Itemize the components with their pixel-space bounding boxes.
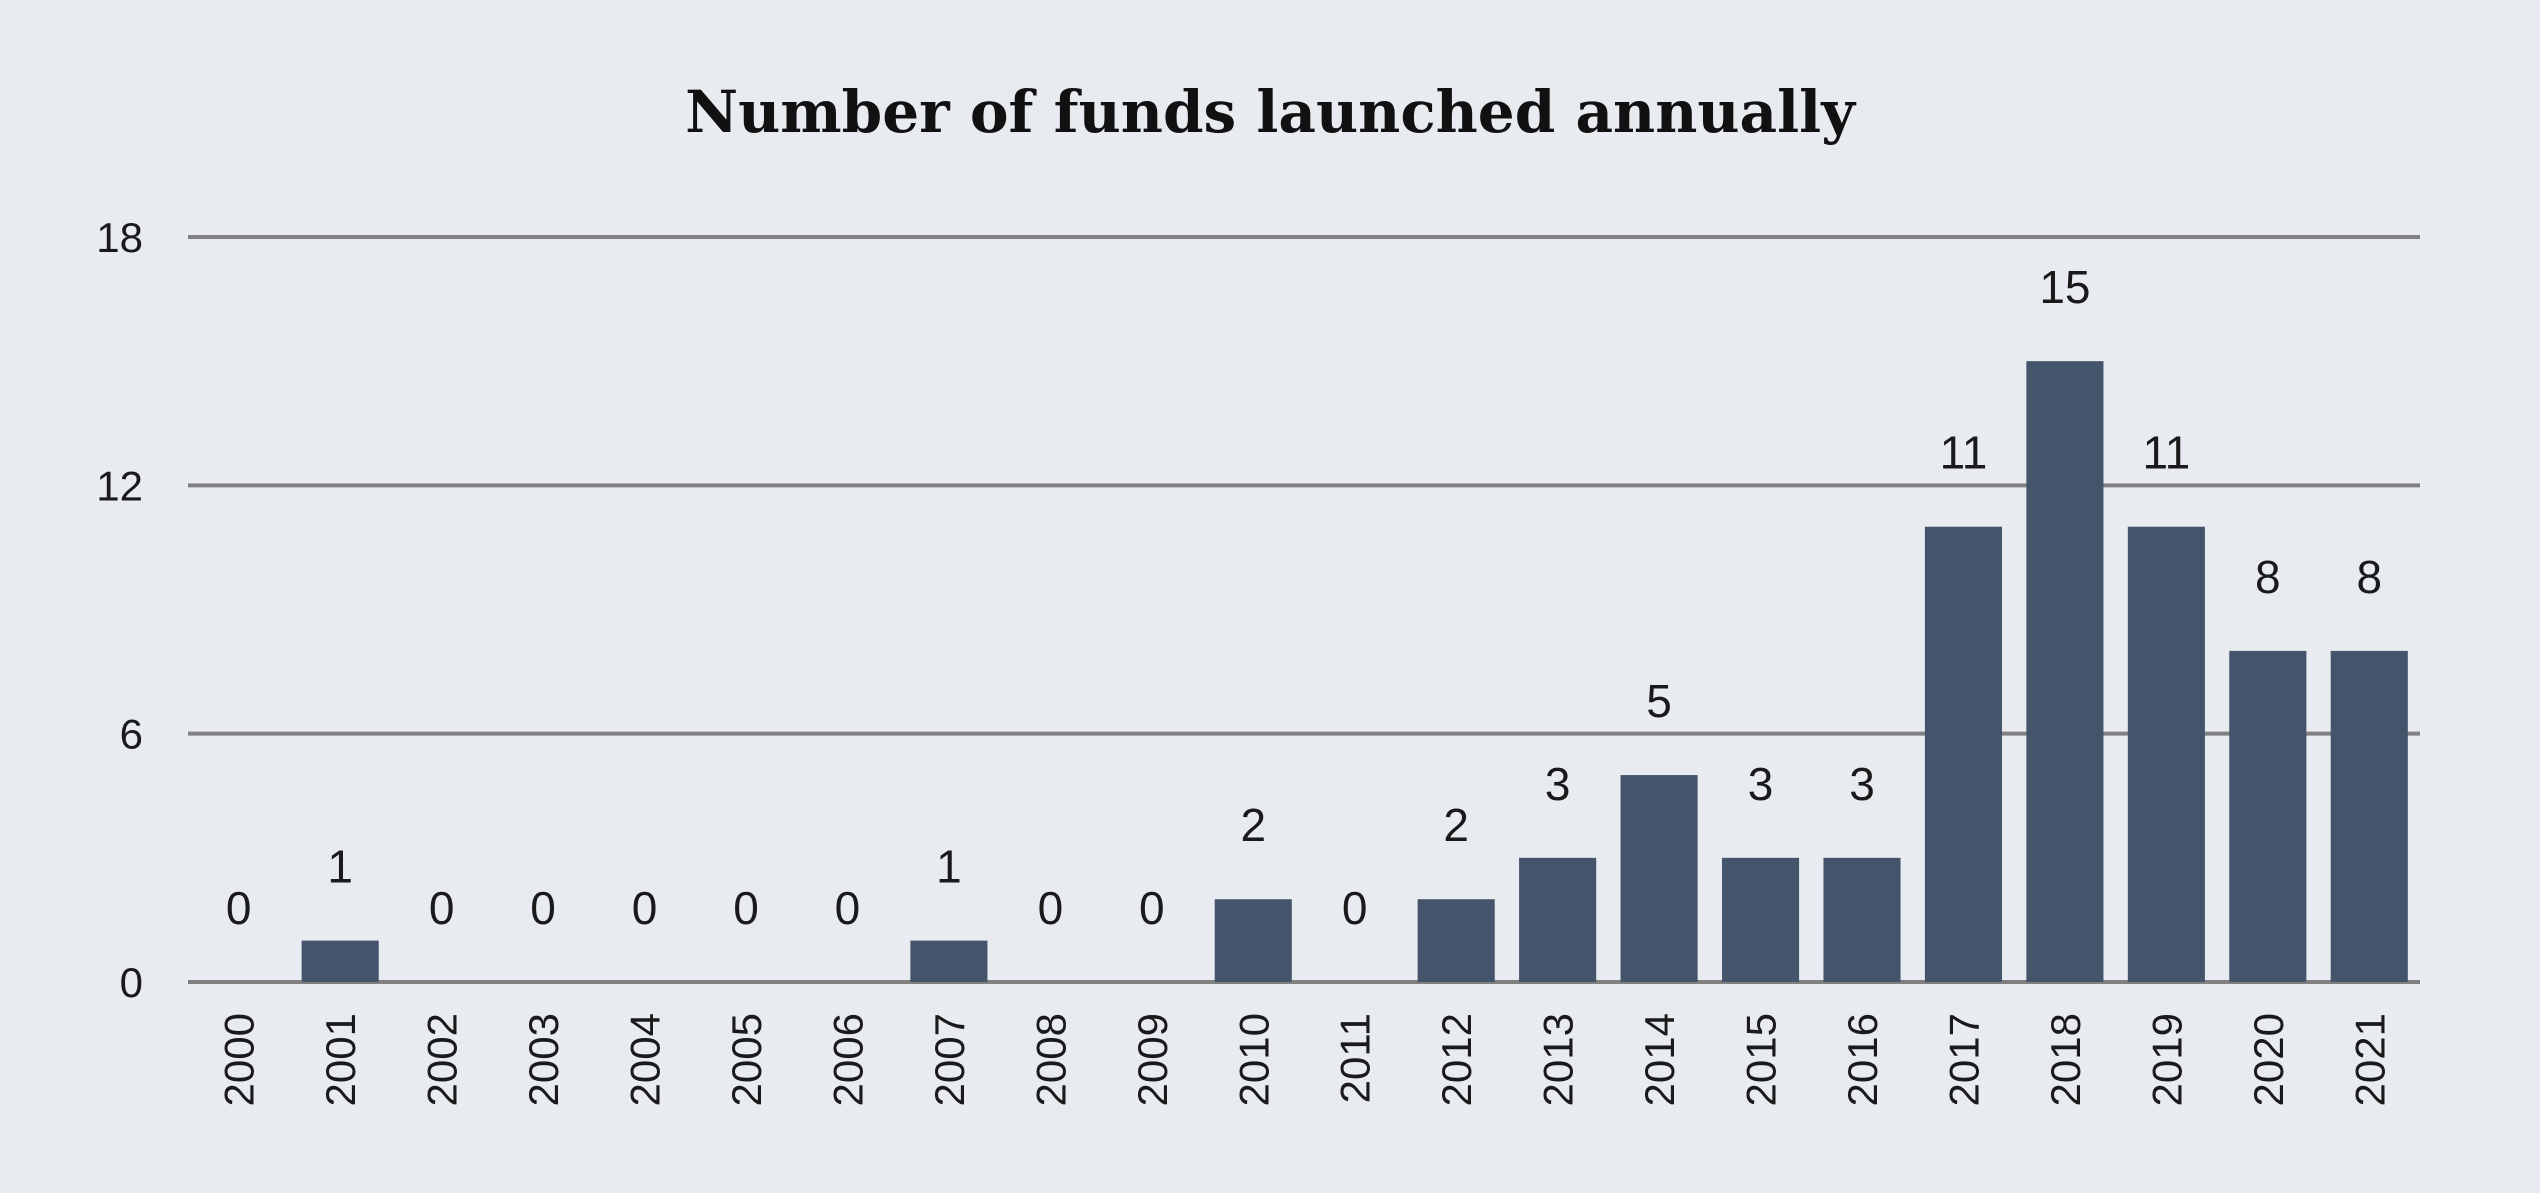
x-tick-label-2007: 2007 — [926, 1013, 973, 1106]
x-tick-label-2008: 2008 — [1027, 1013, 1074, 1106]
y-tick-label: 6 — [120, 711, 143, 758]
x-tick-label-2013: 2013 — [1535, 1013, 1582, 1106]
x-tick-label-2003: 2003 — [520, 1013, 567, 1106]
x-tick-label-2012: 2012 — [1433, 1013, 1480, 1106]
x-tick-label-2010: 2010 — [1230, 1013, 1277, 1106]
bar-2018 — [2026, 361, 2104, 983]
y-tick-label: 0 — [120, 959, 143, 1006]
data-label-2006: 0 — [835, 882, 861, 934]
bar-2007 — [910, 940, 988, 982]
bar-2019 — [2127, 526, 2205, 982]
x-tick-label-2017: 2017 — [1940, 1013, 1987, 1106]
x-tick-label-2018: 2018 — [2042, 1013, 2089, 1106]
data-label-2015: 3 — [1748, 758, 1774, 810]
data-label-2020: 8 — [2255, 551, 2281, 603]
x-tick-label-2019: 2019 — [2143, 1013, 2190, 1106]
x-tick-label-2002: 2002 — [419, 1013, 466, 1106]
bar-2013 — [1519, 857, 1597, 982]
x-tick-label-2011: 2011 — [1332, 1013, 1379, 1103]
data-label-2019: 11 — [2142, 427, 2190, 479]
data-label-2000: 0 — [226, 882, 252, 934]
x-tick-label-2014: 2014 — [1636, 1013, 1683, 1106]
x-tick-label-2001: 2001 — [317, 1013, 364, 1106]
y-tick-label: 18 — [96, 214, 143, 261]
data-label-2013: 3 — [1545, 758, 1571, 810]
data-label-2018: 15 — [2039, 261, 2090, 313]
bar-2014 — [1620, 775, 1698, 982]
bar-2020 — [2229, 650, 2307, 982]
data-label-2007: 1 — [936, 841, 962, 893]
data-label-2004: 0 — [632, 882, 658, 934]
bar-2001 — [301, 940, 379, 982]
x-axis-ticks: 2000 2001 2002 2003 2004 2005 2006 2007 2008 2009… — [216, 1013, 2394, 1106]
bar-2012 — [1417, 899, 1495, 982]
x-tick-label-2005: 2005 — [723, 1013, 770, 1106]
data-label-2009: 0 — [1139, 882, 1165, 934]
bar-2021 — [2330, 650, 2408, 982]
y-axis-ticks: 0 6 12 18 — [96, 214, 143, 1006]
x-tick-label-2004: 2004 — [622, 1013, 669, 1106]
data-label-2001: 1 — [327, 841, 353, 893]
x-tick-label-2015: 2015 — [1738, 1013, 1785, 1106]
data-label-2021: 8 — [2356, 551, 2382, 603]
data-label-2005: 0 — [733, 882, 759, 934]
data-label-2003: 0 — [530, 882, 556, 934]
chart-title: Number of funds launched annually — [685, 78, 1857, 146]
data-label-2011: 0 — [1342, 882, 1368, 934]
bar-2016 — [1823, 857, 1901, 982]
x-tick-label-2009: 2009 — [1129, 1013, 1176, 1106]
bar-2015 — [1721, 857, 1800, 982]
data-label-2012: 2 — [1443, 799, 1469, 851]
bar-2010 — [1214, 899, 1292, 982]
data-label-2016: 3 — [1849, 758, 1875, 810]
data-label-2017: 11 — [1940, 427, 1988, 479]
x-tick-label-2021: 2021 — [2346, 1013, 2393, 1106]
data-label-2014: 5 — [1646, 675, 1672, 727]
x-tick-label-2020: 2020 — [2245, 1013, 2292, 1106]
x-tick-label-2016: 2016 — [1839, 1013, 1886, 1106]
y-tick-label: 12 — [96, 462, 143, 509]
x-tick-label-2006: 2006 — [824, 1013, 871, 1106]
data-label-2008: 0 — [1038, 882, 1064, 934]
data-label-2010: 2 — [1240, 799, 1266, 851]
data-labels: 0 1 0 0 0 0 0 1 0 0 2 0 2 3 5 3 3 11 15 11 8 8 — [226, 261, 2382, 934]
bar-2017 — [1924, 526, 2003, 982]
data-label-2002: 0 — [429, 882, 455, 934]
bars — [301, 361, 2408, 983]
x-tick-label-2000: 2000 — [216, 1013, 263, 1106]
